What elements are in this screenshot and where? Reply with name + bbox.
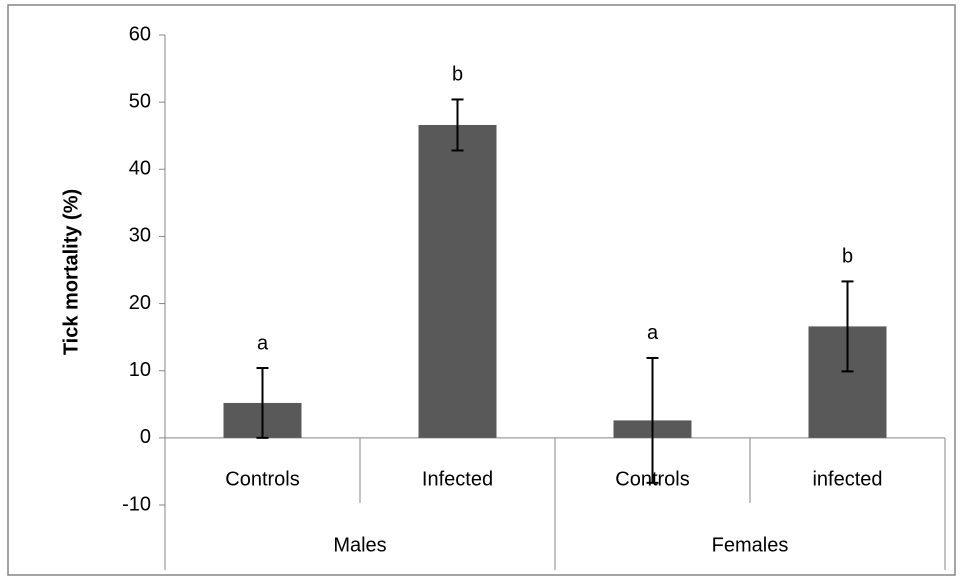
x-tick-label: infected — [812, 468, 882, 490]
x-tick-label: Controls — [615, 468, 689, 490]
y-axis-title: Tick mortality (%) — [60, 189, 82, 355]
y-tick-label: 60 — [129, 23, 151, 45]
y-tick-label: 50 — [129, 90, 151, 112]
y-tick-label: 30 — [129, 225, 151, 247]
annotation: b — [452, 64, 463, 86]
y-tick-label: 0 — [140, 426, 151, 448]
y-tick-label: 20 — [129, 292, 151, 314]
x-tick-label: Infected — [422, 468, 493, 490]
bar — [418, 124, 497, 438]
y-tick-label: -10 — [122, 493, 151, 515]
annotation: a — [257, 332, 269, 354]
x-tick-label: Controls — [225, 468, 299, 490]
y-tick-label: 40 — [129, 158, 151, 180]
group-label: Females — [712, 534, 789, 556]
annotation: b — [842, 246, 853, 268]
group-label: Males — [333, 534, 386, 556]
y-tick-label: 10 — [129, 359, 151, 381]
annotation: a — [647, 322, 659, 344]
